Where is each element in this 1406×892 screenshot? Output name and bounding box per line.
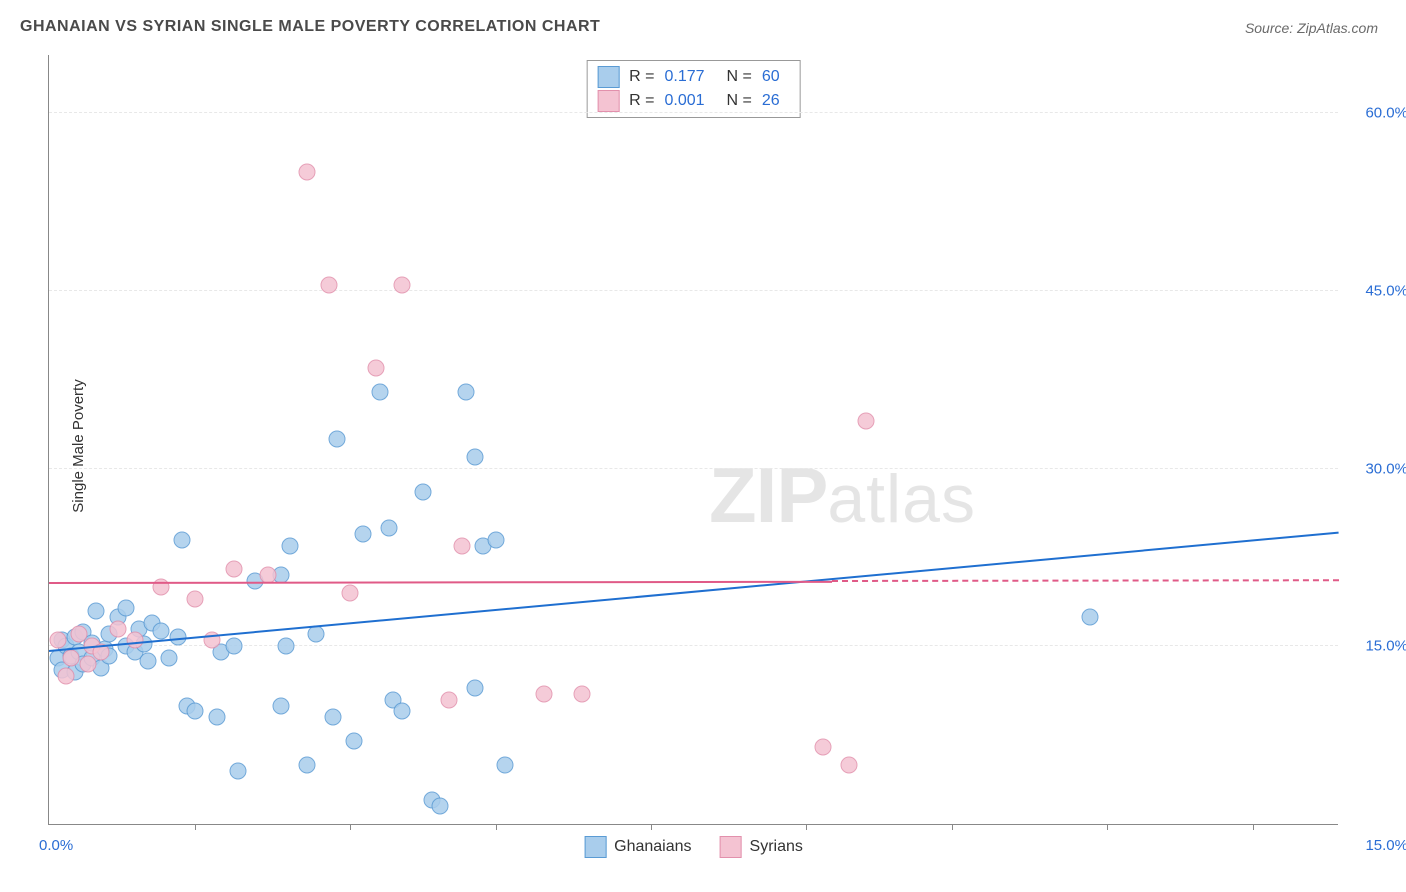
data-point xyxy=(58,667,75,684)
x-tick xyxy=(1253,824,1254,830)
legend-n-value: 26 xyxy=(762,92,790,110)
data-point xyxy=(208,709,225,726)
data-point xyxy=(815,739,832,756)
data-point xyxy=(230,762,247,779)
data-point xyxy=(840,756,857,773)
data-point xyxy=(342,585,359,602)
x-tick xyxy=(952,824,953,830)
legend-swatch xyxy=(720,836,742,858)
data-point xyxy=(432,798,449,815)
data-point xyxy=(380,519,397,536)
x-tick xyxy=(350,824,351,830)
gridline xyxy=(49,468,1338,469)
legend-swatch xyxy=(597,90,619,112)
data-point xyxy=(458,383,475,400)
chart-container: GHANAIAN VS SYRIAN SINGLE MALE POVERTY C… xyxy=(0,0,1406,892)
data-point xyxy=(466,679,483,696)
data-point xyxy=(118,600,135,617)
data-point xyxy=(307,626,324,643)
legend-item: Syrians xyxy=(720,836,803,858)
data-point xyxy=(161,650,178,667)
data-point xyxy=(440,691,457,708)
data-point xyxy=(453,537,470,554)
legend-stats: R = 0.177 N = 60 R = 0.001 N = 26 xyxy=(586,60,801,118)
data-point xyxy=(488,531,505,548)
data-point xyxy=(535,685,552,702)
y-tick-label: 45.0% xyxy=(1348,282,1406,299)
x-axis-max-label: 15.0% xyxy=(1348,837,1406,854)
legend-n-label: N = xyxy=(727,92,752,110)
data-point xyxy=(273,697,290,714)
data-point xyxy=(49,632,66,649)
data-point xyxy=(324,709,341,726)
gridline xyxy=(49,112,1338,113)
legend-r-value: 0.001 xyxy=(665,92,717,110)
data-point xyxy=(858,413,875,430)
legend-r-label: R = xyxy=(629,68,654,86)
legend-r-label: R = xyxy=(629,92,654,110)
y-tick-label: 30.0% xyxy=(1348,460,1406,477)
y-tick-label: 60.0% xyxy=(1348,105,1406,122)
chart-title: GHANAIAN VS SYRIAN SINGLE MALE POVERTY C… xyxy=(20,18,600,36)
legend-item: Ghanaians xyxy=(584,836,691,858)
data-point xyxy=(139,652,156,669)
data-point xyxy=(415,484,432,501)
data-point xyxy=(329,431,346,448)
x-tick xyxy=(806,824,807,830)
data-point xyxy=(187,590,204,607)
data-point xyxy=(277,638,294,655)
data-point xyxy=(127,632,144,649)
data-point xyxy=(299,756,316,773)
data-point xyxy=(109,620,126,637)
data-point xyxy=(225,561,242,578)
data-point xyxy=(225,638,242,655)
y-tick-label: 15.0% xyxy=(1348,638,1406,655)
watermark-zip: ZIP xyxy=(709,451,827,539)
data-point xyxy=(354,525,371,542)
data-point xyxy=(574,685,591,702)
data-point xyxy=(152,622,169,639)
legend-stat-row: R = 0.001 N = 26 xyxy=(597,89,790,113)
x-tick xyxy=(195,824,196,830)
trend-line-dash xyxy=(832,580,1339,583)
legend-swatch xyxy=(597,66,619,88)
legend-series: Ghanaians Syrians xyxy=(584,836,803,858)
data-point xyxy=(62,650,79,667)
data-point xyxy=(187,703,204,720)
data-point xyxy=(174,531,191,548)
data-point xyxy=(393,277,410,294)
legend-r-value: 0.177 xyxy=(665,68,717,86)
data-point xyxy=(281,537,298,554)
legend-stat-row: R = 0.177 N = 60 xyxy=(597,65,790,89)
data-point xyxy=(88,602,105,619)
x-axis-min-label: 0.0% xyxy=(39,837,73,854)
legend-n-value: 60 xyxy=(762,68,790,86)
data-point xyxy=(372,383,389,400)
data-point xyxy=(496,756,513,773)
data-point xyxy=(320,277,337,294)
watermark-atlas: atlas xyxy=(827,461,976,537)
legend-n-label: N = xyxy=(727,68,752,86)
legend-swatch xyxy=(584,836,606,858)
legend-label: Syrians xyxy=(750,838,803,856)
x-tick xyxy=(651,824,652,830)
x-tick xyxy=(1107,824,1108,830)
plot-area: ZIPatlas R =0.177N =60R =0.001N =26 Ghan… xyxy=(48,55,1338,825)
legend-label: Ghanaians xyxy=(614,838,691,856)
data-point xyxy=(346,733,363,750)
data-point xyxy=(1081,608,1098,625)
source-label: Source: ZipAtlas.com xyxy=(1245,20,1378,36)
data-point xyxy=(299,164,316,181)
data-point xyxy=(393,703,410,720)
gridline xyxy=(49,290,1338,291)
data-point xyxy=(466,448,483,465)
trend-line xyxy=(49,532,1339,652)
data-point xyxy=(367,359,384,376)
x-tick xyxy=(496,824,497,830)
watermark: ZIPatlas xyxy=(709,450,976,541)
